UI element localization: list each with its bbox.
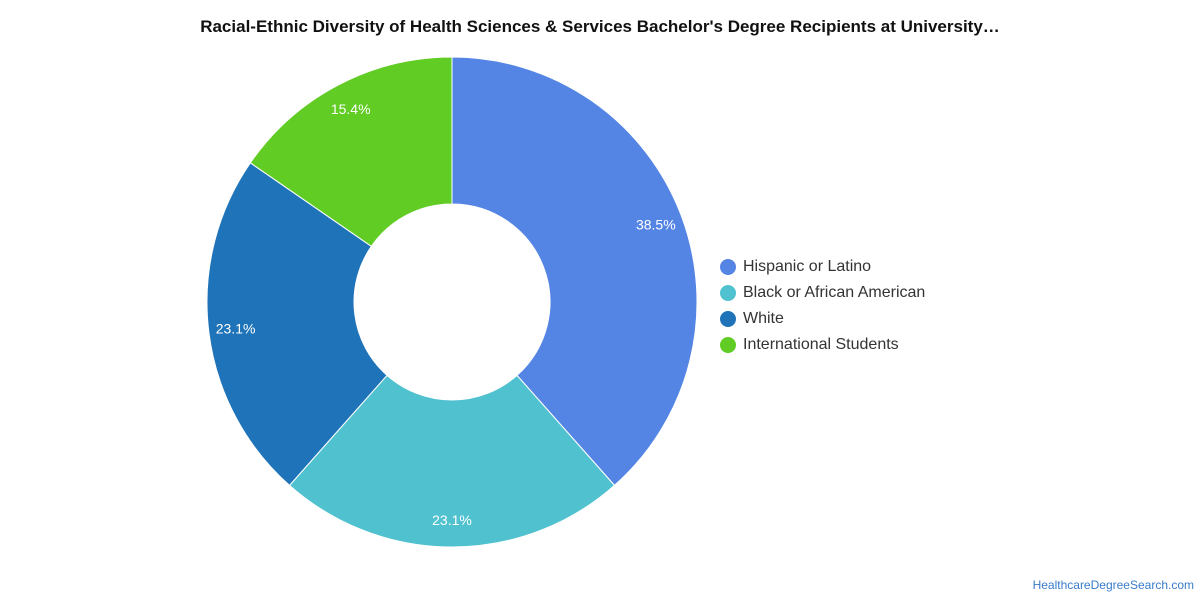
data-label-white: 23.1% [216,320,256,336]
legend-label: Hispanic or Latino [743,258,872,275]
source-link[interactable]: HealthcareDegreeSearch.com [1032,578,1194,592]
legend-item-black-or-african-american[interactable]: Black or African American [720,280,925,306]
data-label-international-students: 15.4% [331,101,371,117]
legend-label: Black or African American [743,284,926,301]
legend-item-white[interactable]: White [720,306,925,332]
data-label-hispanic-or-latino: 38.5% [636,217,676,233]
legend-item-international-students[interactable]: International Students [720,332,925,358]
legend-swatch-black-or-african-american [720,285,736,301]
legend-swatch-international-students [720,337,736,353]
slice-international-students[interactable] [249,56,453,248]
legend-swatch-hispanic-or-latino [720,259,736,275]
legend-label: International Students [743,336,899,353]
chart-title: Racial-Ethnic Diversity of Health Scienc… [200,17,1000,36]
legend-label: White [743,310,784,327]
data-label-black-or-african-american: 23.1% [432,512,472,528]
legend-item-hispanic-or-latino[interactable]: Hispanic or Latino [720,254,925,280]
slice-black-or-african-american[interactable] [288,374,616,548]
slice-hispanic-or-latino[interactable] [451,56,698,487]
legend-swatch-white [720,311,736,327]
legend: Hispanic or Latino Black or African Amer… [720,254,925,358]
slice-white[interactable] [206,162,388,487]
